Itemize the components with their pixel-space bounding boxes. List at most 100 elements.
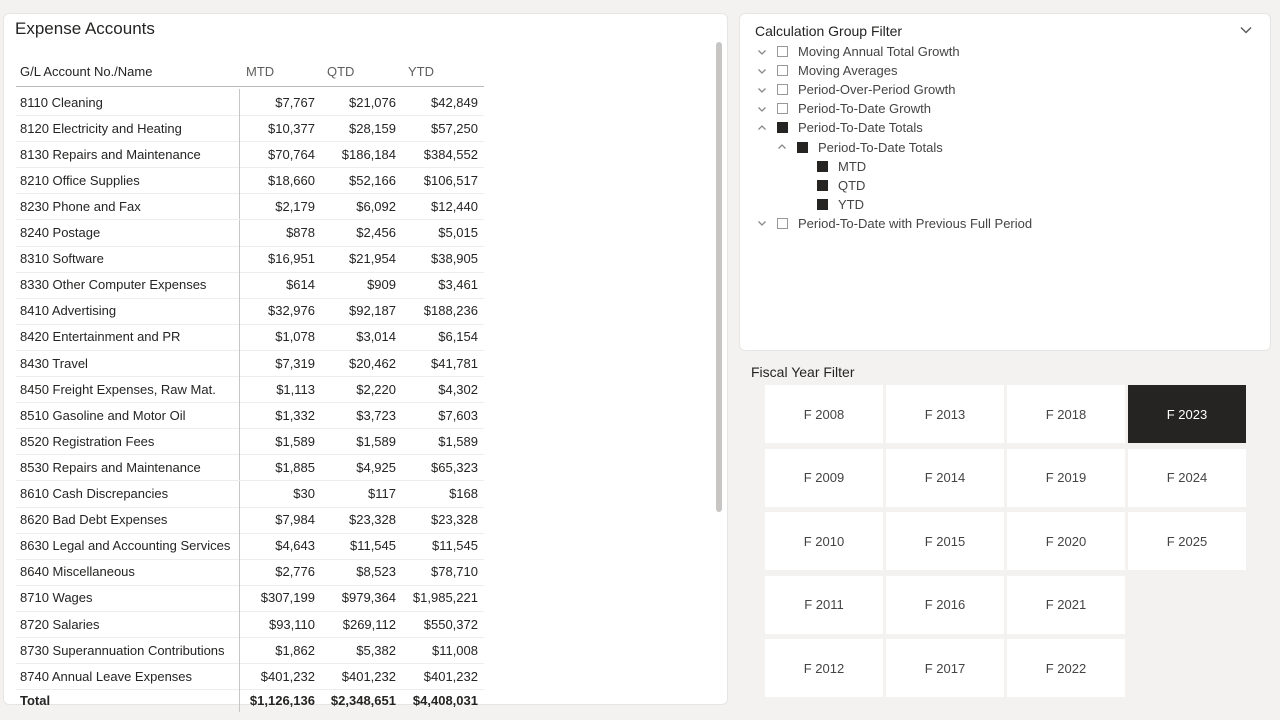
cell-account: 8510 Gasoline and Motor Oil: [20, 407, 186, 423]
chevron-up-icon[interactable]: [756, 122, 768, 134]
fiscal-year-tile[interactable]: F 2024: [1128, 448, 1246, 507]
table-row[interactable]: 8230 Phone and Fax $2,179 $6,092 $12,440: [16, 193, 484, 221]
table-row[interactable]: 8420 Entertainment and PR $1,078 $3,014 $6,…: [16, 323, 484, 351]
table-row[interactable]: 8640 Miscellaneous $2,776 $8,523 $78,710: [16, 558, 484, 586]
checkbox[interactable]: [817, 160, 828, 172]
tree-item[interactable]: MTD: [796, 157, 866, 176]
cell-account: 8520 Registration Fees: [20, 433, 155, 449]
table-row[interactable]: 8120 Electricity and Heating $10,377 $28,1…: [16, 115, 484, 143]
fiscal-year-tile[interactable]: F 2021: [1007, 575, 1125, 634]
checkbox[interactable]: [777, 217, 788, 229]
cell-ytd: $42,849: [431, 94, 478, 110]
chevron-down-icon[interactable]: [756, 65, 768, 77]
fiscal-year-tile[interactable]: F 2008: [765, 385, 883, 443]
fiscal-year-tile[interactable]: F 2010: [765, 512, 883, 570]
table-row[interactable]: 8730 Superannuation Contributions $1,862 $…: [16, 637, 484, 665]
tree-item-label: Period-To-Date Growth: [798, 101, 931, 117]
table-row[interactable]: 8530 Repairs and Maintenance $1,885 $4,925…: [16, 454, 484, 482]
chevron-down-icon[interactable]: [756, 103, 768, 115]
checkbox[interactable]: [777, 122, 788, 134]
table-row[interactable]: 8710 Wages $307,199 $979,364 $1,985,221: [16, 584, 484, 612]
fiscal-year-tile[interactable]: F 2012: [765, 639, 883, 697]
table-row[interactable]: 8410 Advertising $32,976 $92,187 $188,236: [16, 297, 484, 325]
table-row[interactable]: 8450 Freight Expenses, Raw Mat. $1,113 $2,…: [16, 376, 484, 404]
cell-mtd: $1,113: [239, 376, 321, 403]
checkbox[interactable]: [777, 103, 788, 115]
total-qtd: $2,348,651: [330, 692, 396, 708]
fiscal-year-tile[interactable]: F 2022: [1007, 639, 1125, 697]
checkbox[interactable]: [777, 46, 788, 57]
cell-account: 8120 Electricity and Heating: [20, 120, 182, 136]
tree-item[interactable]: Period-To-Date Growth: [756, 99, 931, 118]
tree-item[interactable]: Period-To-Date with Previous Full Period: [756, 214, 1032, 233]
cell-ytd: $11,008: [431, 642, 478, 658]
chevron-up-icon[interactable]: [776, 141, 788, 153]
fiscal-year-tile[interactable]: F 2014: [886, 448, 1004, 507]
table-row[interactable]: 8210 Office Supplies $18,660 $52,166 $106,5…: [16, 167, 484, 195]
cell-account: 8240 Postage: [20, 225, 101, 240]
cell-account: 8450 Freight Expenses, Raw Mat.: [20, 381, 216, 397]
tree-item[interactable]: YTD: [796, 195, 864, 214]
tree-item[interactable]: Period-To-Date Totals: [756, 118, 923, 137]
fiscal-year-tile[interactable]: F 2020: [1007, 512, 1125, 570]
fiscal-year-tile[interactable]: F 2016: [886, 575, 1004, 634]
cell-qtd: $28,159: [349, 120, 396, 136]
table-row[interactable]: 8430 Travel $7,319 $20,462 $41,781: [16, 350, 484, 377]
table-row[interactable]: 8310 Software $16,951 $21,954 $38,905: [16, 245, 484, 273]
table-row[interactable]: 8630 Legal and Accounting Services $4,643…: [16, 532, 484, 560]
cell-mtd: $1,862: [239, 637, 321, 664]
cell-mtd: $32,976: [239, 297, 321, 324]
column-header-account[interactable]: G/L Account No./Name: [20, 63, 153, 79]
fiscal-year-tile[interactable]: F 2009: [765, 448, 883, 507]
cell-mtd: $1,885: [239, 454, 321, 481]
chevron-down-icon[interactable]: [756, 46, 768, 58]
cell-ytd: $6,154: [438, 329, 478, 345]
cell-qtd: $2,220: [356, 381, 396, 397]
table-row[interactable]: 8510 Gasoline and Motor Oil $1,332 $3,723 $…: [16, 402, 484, 430]
table-row[interactable]: 8740 Annual Leave Expenses $401,232 $401,2…: [16, 663, 484, 691]
checkbox[interactable]: [817, 198, 828, 210]
table-row[interactable]: 8130 Repairs and Maintenance $70,764 $186,…: [16, 141, 484, 169]
column-header-qtd[interactable]: QTD: [327, 63, 355, 79]
expense-accounts-title: Expense Accounts: [15, 19, 155, 38]
fiscal-year-tile[interactable]: F 2011: [765, 575, 883, 634]
fiscal-year-tile[interactable]: F 2013: [886, 385, 1004, 443]
cell-qtd: $6,092: [356, 198, 396, 214]
checkbox[interactable]: [797, 141, 808, 153]
cell-ytd: $65,323: [431, 459, 478, 475]
fiscal-year-tile[interactable]: F 2018: [1007, 385, 1125, 443]
cell-qtd: $52,166: [349, 172, 396, 188]
chevron-down-icon[interactable]: [756, 84, 768, 96]
fiscal-year-tile[interactable]: F 2025: [1128, 512, 1246, 570]
column-header-ytd[interactable]: YTD: [408, 63, 434, 79]
tree-item[interactable]: Moving Averages: [756, 61, 898, 80]
tree-item[interactable]: QTD: [796, 176, 865, 195]
chevron-down-icon[interactable]: [756, 217, 768, 229]
collapse-chevron-icon[interactable]: [1238, 22, 1254, 38]
cell-qtd: $1,589: [356, 433, 396, 449]
table-row[interactable]: 8520 Registration Fees $1,589 $1,589 $1,589: [16, 428, 484, 456]
cell-qtd: $979,364: [341, 590, 396, 606]
tree-item[interactable]: Period-Over-Period Growth: [756, 80, 956, 99]
checkbox[interactable]: [777, 84, 788, 96]
column-header-mtd[interactable]: MTD: [246, 63, 275, 79]
checkbox[interactable]: [817, 179, 828, 191]
checkbox[interactable]: [777, 65, 788, 77]
tree-item[interactable]: Period-To-Date Totals: [776, 138, 943, 157]
fiscal-year-tile[interactable]: F 2015: [886, 512, 1004, 570]
table-row[interactable]: 8110 Cleaning $7,767 $21,076 $42,849: [16, 89, 484, 116]
table-row[interactable]: 8610 Cash Discrepancies $30 $117 $168: [16, 480, 484, 508]
cell-ytd: $401,232: [423, 668, 478, 684]
table-row[interactable]: 8330 Other Computer Expenses $614 $909 $3,4…: [16, 271, 484, 299]
cell-qtd: $269,112: [342, 616, 396, 632]
table-row[interactable]: 8240 Postage $878 $2,456 $5,015: [16, 219, 484, 247]
table-row[interactable]: 8620 Bad Debt Expenses $7,984 $23,328 $23,3…: [16, 506, 484, 534]
tree-item[interactable]: Moving Annual Total Growth: [756, 42, 960, 61]
fiscal-year-tile[interactable]: F 2019: [1007, 448, 1125, 507]
fiscal-year-tile[interactable]: F 2017: [886, 639, 1004, 697]
fiscal-year-tile[interactable]: F 2023: [1128, 385, 1246, 443]
table-row[interactable]: 8720 Salaries $93,110 $269,112 $550,372: [16, 611, 484, 638]
cell-mtd: $2,179: [239, 193, 321, 220]
cell-account: 8740 Annual Leave Expenses: [20, 668, 193, 684]
table-scrollbar[interactable]: [716, 42, 722, 512]
